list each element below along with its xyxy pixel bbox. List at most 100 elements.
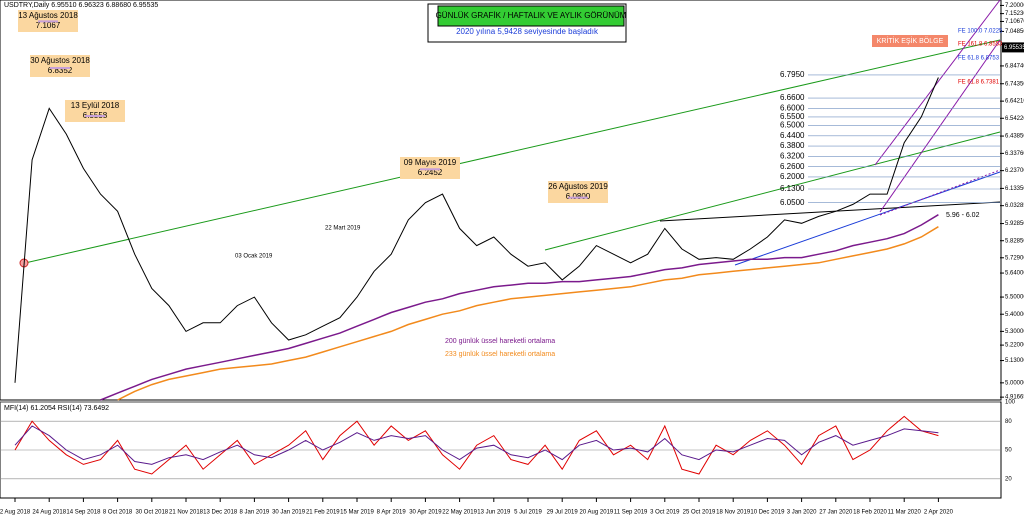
x-tick-label: 13 Dec 2018: [203, 510, 238, 516]
y-tick-label: 7.15230: [1005, 11, 1024, 17]
callout-date: 26 Ağustos 2019: [548, 182, 608, 191]
note: FE 61.8 6.7381: [958, 80, 1000, 86]
trend-line: [659, 201, 1001, 222]
x-tick-label: 30 Oct 2018: [135, 510, 168, 516]
ema233-label: 233 günlük üssel hareketli ortalama: [445, 351, 555, 358]
x-tick-label: 14 Sep 2018: [66, 510, 101, 516]
indicator-line: [14, 415, 939, 475]
y-tick-label: 6.74350: [1005, 81, 1024, 87]
y-tick-label: 5.82850: [1005, 238, 1024, 244]
x-tick-label: 21 Feb 2019: [306, 510, 340, 516]
trend-line: [24, 39, 1001, 264]
x-tick-label: 2 Aug 2018: [0, 510, 31, 516]
indicator-line: [14, 425, 939, 465]
channel-line: [874, 0, 1001, 166]
callout-date: 30 Ağustos 2018: [30, 56, 90, 65]
callout-value: 6.8352: [48, 66, 73, 75]
y-tick-label: 4.91665: [1005, 395, 1024, 401]
y-tick-label: 5.30000: [1005, 329, 1024, 335]
level-label: 6.2000: [780, 172, 805, 181]
x-tick-label: 30 Jan 2019: [272, 510, 306, 516]
y-tick-label: 5.22000: [1005, 343, 1024, 349]
callout-value: 7.1067: [36, 21, 61, 30]
x-tick-label: 30 Apr 2019: [409, 510, 442, 516]
callout-value: 6.2452: [418, 168, 443, 177]
level-label: 6.0500: [780, 198, 805, 207]
y-tick-label: 5.40000: [1005, 312, 1024, 318]
level-label: 6.3800: [780, 141, 805, 150]
y-tick-label: 5.50000: [1005, 295, 1024, 301]
x-tick-label: 8 Apr 2019: [377, 510, 407, 516]
x-tick-label: 11 Sep 2019: [614, 510, 648, 516]
title-box: [437, 5, 625, 27]
x-tick-label: 21 Nov 2018: [169, 510, 204, 516]
callout-box: [400, 157, 460, 179]
x-tick-label: 3 Jan 2020: [787, 510, 817, 516]
y-tick-label: 6.54220: [1005, 116, 1024, 122]
title-frame: [427, 3, 627, 43]
y-tick-label: 7.10670: [1005, 19, 1024, 25]
callout-box: [548, 181, 608, 203]
level-label: 6.6000: [780, 103, 805, 112]
x-tick-label: 15 Mar 2019: [340, 510, 374, 516]
level-label: 6.5000: [780, 121, 805, 130]
x-tick-label: 22 May 2019: [442, 510, 477, 516]
x-tick-label: 2 Apr 2020: [924, 510, 954, 516]
x-tick-label: 13 Jun 2019: [477, 510, 511, 516]
callout-date: 13 Eylül 2018: [71, 101, 120, 110]
y-tick-label: 6.23700: [1005, 168, 1024, 174]
trend-line: [544, 131, 1001, 251]
ma-line: [100, 214, 939, 401]
x-tick-label: 18 Nov 2019: [716, 510, 751, 516]
zone-label: KRİTİK EŞİK BÖLGE: [877, 36, 944, 45]
support-label: 5.96 - 6.02: [946, 212, 980, 219]
note: 22 Mart 2019: [325, 226, 361, 232]
y-tick-label: 5.92850: [1005, 221, 1024, 227]
note: FE 100.0 7.0225: [958, 29, 1003, 35]
y-tick-label: 6.84740: [1005, 63, 1024, 69]
y-tick-label: 6.64210: [1005, 99, 1024, 105]
ma-line: [117, 226, 939, 401]
x-tick-label: 18 Feb 2020: [853, 510, 887, 516]
level-label: 6.6600: [780, 93, 805, 102]
level-label: 6.5500: [780, 112, 805, 121]
y-tick-label: 100: [1005, 400, 1016, 406]
y-tick-label: 6.43850: [1005, 134, 1024, 140]
price-label: 6.95535: [1004, 45, 1024, 51]
channel-line: [879, 169, 1001, 216]
note: FE 61.8 6.8753: [958, 56, 1000, 62]
main-panel: [0, 0, 1002, 401]
subtitle: 2020 yılına 5,9428 seviyesinde başladık: [456, 27, 599, 36]
y-tick-label: 7.20000: [1005, 3, 1024, 9]
note: 03 Ocak 2019: [235, 254, 273, 260]
header: USDTRY,Daily 6.95510 6.96323 6.88680 6.9…: [4, 2, 158, 9]
x-tick-label: 29 Jul 2019: [547, 510, 579, 516]
zone-box: [872, 35, 948, 47]
y-tick-label: 7.04850: [1005, 29, 1024, 35]
y-tick-label: 6.33760: [1005, 151, 1024, 157]
indicator-title: MFI(14) 61.2054 RSI(14) 73.6492: [4, 405, 109, 412]
callout-date: 13 Ağustos 2018: [18, 11, 78, 20]
x-tick-label: 3 Oct 2019: [650, 510, 680, 516]
y-tick-label: 80: [1005, 419, 1012, 425]
x-tick-label: 8 Jan 2019: [240, 510, 270, 516]
callout-date: 09 Mayıs 2019: [404, 158, 457, 167]
y-tick-label: 20: [1005, 476, 1012, 482]
x-tick-label: 11 Mar 2020: [888, 510, 922, 516]
level-label: 6.1300: [780, 184, 805, 193]
chart-title: GÜNLÜK GRAFİK / HAFTALIK VE AYLIK GÖRÜNÜ…: [436, 11, 627, 20]
y-tick-label: 5.64000: [1005, 271, 1024, 277]
x-tick-label: 10 Dec 2019: [750, 510, 785, 516]
trend-line: [734, 171, 1001, 266]
x-tick-label: 25 Oct 2019: [683, 510, 716, 516]
price-box: [1002, 42, 1024, 53]
y-tick-label: 5.00000: [1005, 380, 1024, 386]
y-tick-label: 50: [1005, 448, 1012, 454]
x-tick-label: 20 Aug 2019: [580, 510, 614, 516]
level-label: 6.3200: [780, 152, 805, 161]
note: FE 161.8 6.8553: [958, 42, 1003, 48]
y-tick-label: 5.13000: [1005, 358, 1024, 364]
